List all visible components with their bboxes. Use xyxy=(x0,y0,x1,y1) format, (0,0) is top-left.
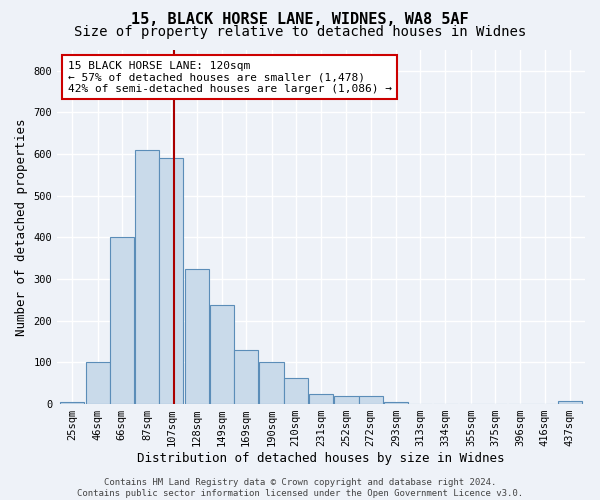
Bar xyxy=(110,238,134,404)
Bar xyxy=(185,268,209,404)
X-axis label: Distribution of detached houses by size in Widnes: Distribution of detached houses by size … xyxy=(137,452,505,465)
Bar xyxy=(309,394,333,404)
Bar xyxy=(234,350,258,404)
Bar xyxy=(359,396,383,404)
Bar xyxy=(135,150,159,404)
Text: Contains HM Land Registry data © Crown copyright and database right 2024.
Contai: Contains HM Land Registry data © Crown c… xyxy=(77,478,523,498)
Bar xyxy=(334,396,359,404)
Bar xyxy=(384,402,408,404)
Bar xyxy=(60,402,85,404)
Bar xyxy=(259,362,284,404)
Bar xyxy=(86,362,110,404)
Bar xyxy=(210,305,234,404)
Text: Size of property relative to detached houses in Widnes: Size of property relative to detached ho… xyxy=(74,25,526,39)
Bar xyxy=(558,401,582,404)
Bar xyxy=(284,378,308,404)
Y-axis label: Number of detached properties: Number of detached properties xyxy=(15,118,28,336)
Text: 15 BLACK HORSE LANE: 120sqm
← 57% of detached houses are smaller (1,478)
42% of : 15 BLACK HORSE LANE: 120sqm ← 57% of det… xyxy=(68,60,392,94)
Bar xyxy=(159,158,184,404)
Text: 15, BLACK HORSE LANE, WIDNES, WA8 5AF: 15, BLACK HORSE LANE, WIDNES, WA8 5AF xyxy=(131,12,469,28)
